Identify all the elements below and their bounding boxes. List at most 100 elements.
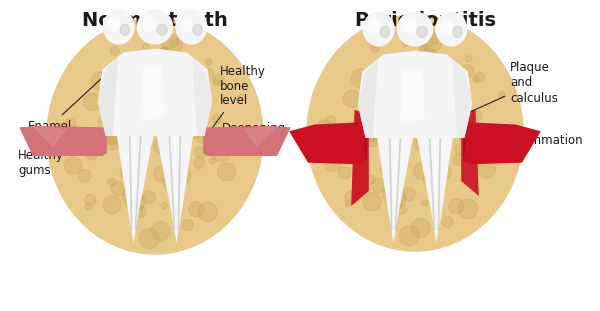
Circle shape [125,135,136,146]
Circle shape [420,44,428,52]
Circle shape [443,60,458,75]
Text: Deepening
pocket: Deepening pocket [222,122,359,150]
Text: Periodontitis: Periodontitis [354,11,496,30]
Ellipse shape [453,26,462,37]
Ellipse shape [137,10,173,44]
Circle shape [209,157,216,164]
Text: Plaque
and
calculus: Plaque and calculus [464,62,558,115]
Circle shape [338,166,351,179]
Circle shape [326,116,336,126]
Circle shape [473,76,479,82]
Circle shape [382,95,392,106]
Circle shape [194,157,205,168]
Ellipse shape [436,12,467,46]
Circle shape [133,80,153,100]
Circle shape [139,229,159,249]
Polygon shape [33,126,67,147]
Circle shape [466,56,472,62]
Circle shape [374,109,383,118]
Circle shape [370,66,377,72]
Circle shape [98,116,107,125]
Circle shape [179,168,186,175]
Circle shape [433,53,439,59]
Circle shape [363,123,382,142]
Circle shape [358,113,367,122]
Circle shape [121,81,135,95]
Circle shape [79,169,91,182]
Circle shape [154,136,172,154]
Circle shape [382,184,401,203]
Polygon shape [367,106,459,136]
Circle shape [103,128,119,144]
Circle shape [135,81,153,100]
Circle shape [427,169,442,185]
Polygon shape [33,126,67,147]
Circle shape [413,101,422,111]
Ellipse shape [363,12,394,46]
Circle shape [412,73,427,89]
Polygon shape [192,55,212,136]
Circle shape [83,93,101,110]
Circle shape [393,104,409,120]
Circle shape [111,182,125,196]
Circle shape [120,167,130,178]
Circle shape [316,120,332,136]
Circle shape [325,154,342,171]
Ellipse shape [397,12,433,46]
Circle shape [102,73,110,81]
Polygon shape [19,126,107,156]
Circle shape [197,135,205,143]
Circle shape [397,137,403,144]
Circle shape [133,107,149,123]
Circle shape [397,110,404,117]
Circle shape [363,193,381,211]
Ellipse shape [441,19,452,33]
Circle shape [188,202,204,217]
Polygon shape [98,55,118,136]
Circle shape [163,176,175,189]
Circle shape [371,179,386,193]
Circle shape [401,81,413,93]
Circle shape [385,132,397,143]
Circle shape [454,154,465,165]
Circle shape [137,113,144,120]
Circle shape [238,95,245,101]
Circle shape [73,130,81,138]
Ellipse shape [120,24,130,35]
Circle shape [114,112,124,121]
Circle shape [176,77,185,86]
Circle shape [403,188,415,201]
Circle shape [187,123,203,139]
Polygon shape [364,122,367,161]
Circle shape [85,194,96,205]
Circle shape [362,70,370,78]
Ellipse shape [143,17,156,31]
Circle shape [457,132,465,140]
Circle shape [422,31,442,51]
Circle shape [461,65,474,78]
Circle shape [191,100,199,108]
Circle shape [151,221,170,240]
Circle shape [437,74,445,83]
Circle shape [334,128,341,135]
Circle shape [159,132,166,139]
Circle shape [394,77,413,96]
Polygon shape [416,133,454,243]
Circle shape [414,102,431,119]
Circle shape [139,69,157,87]
Circle shape [442,216,454,228]
Polygon shape [463,122,466,161]
Circle shape [124,185,136,198]
Polygon shape [393,112,426,125]
Circle shape [213,79,219,85]
Circle shape [384,182,397,195]
Circle shape [142,191,155,204]
Ellipse shape [417,26,427,37]
Circle shape [430,35,439,44]
Ellipse shape [193,24,202,35]
Circle shape [138,71,156,89]
Circle shape [447,120,463,136]
Circle shape [212,143,230,162]
Circle shape [136,207,146,217]
Circle shape [160,47,168,55]
